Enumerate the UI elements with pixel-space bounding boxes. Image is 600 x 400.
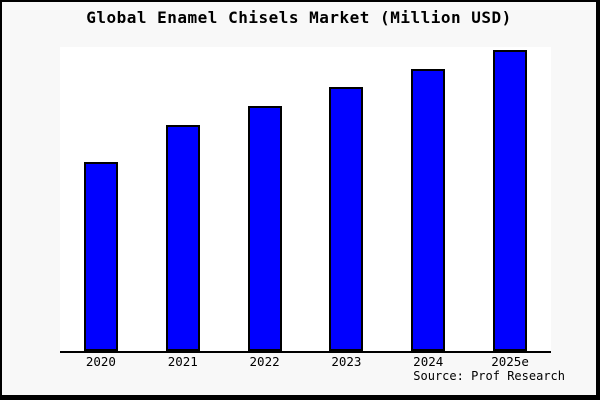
bar-2022 — [247, 106, 282, 351]
x-tick-label-2020: 2020 — [85, 354, 116, 369]
bar-slot-2024 — [387, 47, 469, 351]
bar-2025e — [493, 50, 528, 351]
x-axis-labels: 2020 2021 2022 2023 2024 2025e — [60, 355, 551, 369]
x-tick-label-2022: 2022 — [249, 354, 280, 369]
bar-2021 — [165, 125, 200, 351]
source-credit: Source: Prof Research — [413, 369, 565, 383]
bar-slot-2025e — [469, 47, 551, 351]
plot-area — [60, 47, 551, 353]
x-tick-label-2025e: 2025e — [491, 354, 529, 369]
bar-slot-2020 — [60, 47, 142, 351]
chart-title: Global Enamel Chisels Market (Million US… — [86, 8, 512, 27]
bar-2020 — [83, 162, 118, 351]
bar-2023 — [329, 87, 364, 351]
bar-slot-2021 — [142, 47, 224, 351]
x-tick-label-2021: 2021 — [167, 354, 198, 369]
x-tick-label-2023: 2023 — [331, 354, 362, 369]
x-tick-label-2024: 2024 — [413, 354, 444, 369]
bar-slot-2022 — [224, 47, 306, 351]
bar-slot-2023 — [305, 47, 387, 351]
bar-2024 — [411, 69, 446, 351]
